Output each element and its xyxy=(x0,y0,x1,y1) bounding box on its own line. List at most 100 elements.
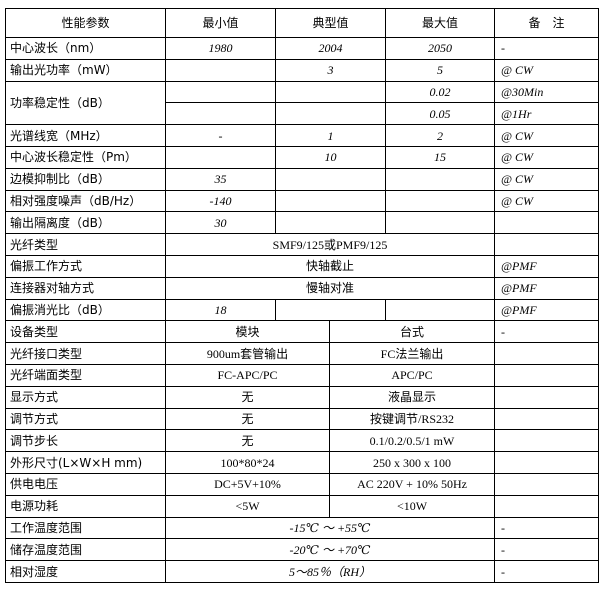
bench-value: 台式 xyxy=(328,320,496,344)
table-row: 调节方式 无 按键调节/RS232 xyxy=(5,407,600,431)
typ-value xyxy=(274,167,387,191)
row-label: 调节步长 xyxy=(5,429,166,453)
bench-value: AC 220V + 10% 50Hz xyxy=(328,472,496,496)
module-value: FC-APC/PC xyxy=(165,363,330,387)
bench-value: 液晶显示 xyxy=(328,385,496,409)
row-label: 中心波长稳定性（Pm） xyxy=(5,145,166,169)
note: @1Hr xyxy=(494,102,600,126)
table-row: 供电电压 DC+5V+10% AC 220V + 10% 50Hz xyxy=(5,472,600,496)
module-value: 无 xyxy=(165,407,330,431)
module-value: 模块 xyxy=(165,320,330,344)
table-row: 功率稳定性（dB） 0.02 @30Min xyxy=(5,80,600,126)
row-label: 光谱线宽（MHz） xyxy=(5,124,166,147)
note xyxy=(494,233,600,256)
table-row: 0.05 @1Hr xyxy=(6,102,600,126)
note: - xyxy=(494,320,600,344)
table-row: 外形尺寸(L×W×H mm) 100*80*24 250 x 300 x 100 xyxy=(5,451,600,474)
max-value: 5 xyxy=(385,58,496,82)
row-label: 输出光功率（mW） xyxy=(5,58,166,82)
row-label: 边模抑制比（dB） xyxy=(5,167,166,191)
module-value: 无 xyxy=(165,385,330,409)
typ-value: 2004 xyxy=(274,37,387,60)
typ-value: 1 xyxy=(274,124,387,147)
max-value xyxy=(385,211,496,235)
header-row: 性能参数 最小值 典型值 最大值 备 注 xyxy=(5,8,600,38)
note xyxy=(494,451,600,474)
bench-value: 0.1/0.2/0.5/1 mW xyxy=(328,429,496,453)
row-label: 相对强度噪声（dB/Hz） xyxy=(5,189,166,213)
row-label: 中心波长（nm） xyxy=(5,37,166,60)
table-row: 光纤类型 SMF9/125或PMF9/125 xyxy=(5,233,600,256)
max-value: 2 xyxy=(385,124,496,147)
header-max: 最大值 xyxy=(385,8,496,38)
header-typ: 典型值 xyxy=(274,8,387,38)
row-label: 显示方式 xyxy=(5,385,166,409)
max-value xyxy=(385,189,496,213)
row-label: 设备类型 xyxy=(5,320,166,344)
row-label: 功率稳定性（dB） xyxy=(5,80,166,126)
table-row: 输出光功率（mW） 3 5 @ CW xyxy=(5,58,600,82)
table-row: 光纤端面类型 FC-APC/PC APC/PC xyxy=(5,363,600,387)
min-value xyxy=(165,145,276,169)
typ-value xyxy=(274,298,387,322)
min-value xyxy=(165,102,276,126)
table-row: 偏振消光比（dB） 18 @PMF xyxy=(5,298,600,322)
table-row: 显示方式 无 液晶显示 xyxy=(5,385,600,409)
merged-value: SMF9/125或PMF9/125 xyxy=(164,233,496,256)
bench-value: <10W xyxy=(328,494,496,518)
row-label: 相对湿度 xyxy=(5,560,166,583)
typ-value xyxy=(274,80,387,104)
note: @ CW xyxy=(494,145,600,169)
table-row: 相对强度噪声（dB/Hz） -140 @ CW xyxy=(5,189,600,213)
bench-value: 250 x 300 x 100 xyxy=(328,451,496,474)
table-row: 工作温度范围 -15℃ ～ +55℃ - xyxy=(5,516,600,540)
table-row: 输出隔离度（dB） 30 xyxy=(5,211,600,235)
table-row: 电源功耗 <5W <10W xyxy=(5,494,600,518)
table-row: 中心波长稳定性（Pm） 10 15 @ CW xyxy=(5,145,600,169)
min-value: - xyxy=(165,124,276,147)
max-value xyxy=(385,167,496,191)
row-label: 输出隔离度（dB） xyxy=(5,211,166,235)
note: - xyxy=(494,37,600,60)
bench-value: APC/PC xyxy=(328,363,496,387)
min-value: 1980 xyxy=(165,37,276,60)
table-row: 中心波长（nm） 1980 2004 2050 - xyxy=(5,37,600,60)
header-param: 性能参数 xyxy=(5,8,166,38)
note: @PMF xyxy=(494,276,600,300)
typ-value xyxy=(274,102,387,126)
note: - xyxy=(494,560,600,583)
table-row: 光谱线宽（MHz） - 1 2 @ CW xyxy=(5,124,600,147)
row-label: 调节方式 xyxy=(5,407,166,431)
row-label: 偏振消光比（dB） xyxy=(5,298,166,322)
bench-value: FC法兰输出 xyxy=(328,342,496,365)
module-value: 100*80*24 xyxy=(165,451,330,474)
note xyxy=(494,385,600,409)
merged-value: 快轴截止 xyxy=(164,254,496,278)
row-label: 连接器对轴方式 xyxy=(5,276,166,300)
merged-value: 5～85％（RH） xyxy=(164,560,496,583)
header-min: 最小值 xyxy=(165,8,276,38)
row-label: 储存温度范围 xyxy=(5,538,166,562)
merged-value: -15℃ ～ +55℃ xyxy=(164,516,496,540)
note xyxy=(494,342,600,365)
table-row: 相对湿度 5～85％（RH） - xyxy=(5,560,600,583)
typ-value xyxy=(274,211,387,235)
row-label: 光纤类型 xyxy=(5,233,166,256)
module-value: DC+5V+10% xyxy=(165,472,330,496)
typ-value xyxy=(274,189,387,213)
note xyxy=(494,472,600,496)
table-row: 边模抑制比（dB） 35 @ CW xyxy=(5,167,600,191)
row-label: 光纤接口类型 xyxy=(5,342,166,365)
max-value: 15 xyxy=(385,145,496,169)
table-row: 调节步长 无 0.1/0.2/0.5/1 mW xyxy=(5,429,600,453)
max-value: 0.05 xyxy=(385,102,496,126)
note xyxy=(494,429,600,453)
note xyxy=(494,363,600,387)
module-value: <5W xyxy=(165,494,330,518)
min-value xyxy=(165,58,276,82)
typ-value: 10 xyxy=(274,145,387,169)
table-row: 偏振工作方式 快轴截止 @PMF xyxy=(5,254,600,278)
min-value: 35 xyxy=(165,167,276,191)
row-label: 外形尺寸(L×W×H mm) xyxy=(5,451,166,474)
table-row: 连接器对轴方式 慢轴对准 @PMF xyxy=(5,276,600,300)
